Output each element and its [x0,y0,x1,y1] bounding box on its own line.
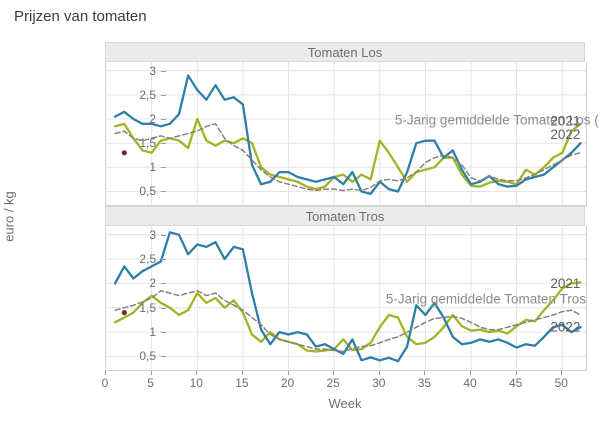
facet-strip-tomaten-los: Tomaten Los [105,42,585,62]
y-tick-mark [161,332,166,334]
page-title: Prijzen van tomaten [14,8,147,25]
y-tick-mark [161,356,166,358]
x-tick-label: 45 [508,376,523,390]
y-tick-label: 1 [149,325,156,340]
x-tick-mark [333,371,335,375]
y-tick-mark [161,167,166,169]
x-axis-title: Week [328,396,362,411]
x-tick-mark [241,371,243,375]
y-axis-ticks: 3 2,5 2 1,5 1 0,5 3 2,5 2 1,5 1 0,5 [62,0,166,439]
x-tick-label: 5 [147,376,154,390]
y-tick-mark [161,70,166,72]
x-tick-mark [150,371,152,375]
x-tick-mark [196,371,198,375]
facet-strip-tomaten-tros: Tomaten Tros [105,206,585,226]
svg-text:5-Jarig gemiddelde Tomaten Los: 5-Jarig gemiddelde Tomaten Los ( [395,113,599,128]
y-tick-label: 1,5 [139,136,156,151]
svg-text:2021: 2021 [550,276,580,291]
x-tick-label: 30 [372,376,386,390]
y-axis-title: euro / kg [1,191,17,242]
y-tick-label: 0,5 [139,349,156,364]
y-tick-mark [161,143,166,145]
x-tick-mark [515,371,517,375]
y-tick-mark [161,307,166,309]
facet-strip-label: Tomaten Tros [305,209,385,224]
plot-panel-tomaten-tros: 2021 5-Jarig gemiddelde Tomaten Tros 2022 [105,226,587,371]
y-tick-label: 2,5 [139,87,156,102]
x-tick-mark [470,371,472,375]
plot-panel-tomaten-los: 5-Jarig gemiddelde Tomaten Los (2021 2022 [105,62,599,206]
y-tick-label: 1,5 [139,300,156,315]
x-tick-label: 20 [280,376,295,390]
x-tick-label: 0 [101,376,109,390]
x-tick-label: 10 [189,376,203,390]
svg-text:2022: 2022 [550,127,580,142]
svg-text:2021: 2021 [550,113,580,128]
y-tick-mark [161,94,166,96]
x-tick-mark [378,371,380,375]
y-tick-mark [161,119,166,120]
x-tick-mark [424,371,426,375]
x-tick-label: 40 [463,376,477,390]
y-tick-label: 1 [149,160,156,175]
x-tick-label: 25 [326,376,340,390]
x-tick-mark [561,371,563,375]
y-tick-mark [161,234,166,236]
x-tick-label: 15 [235,376,249,390]
y-tick-label: 2 [149,276,156,291]
facet-strip-label: Tomaten Los [307,45,383,60]
y-tick-label: 3 [149,227,156,242]
x-tick-mark [287,371,289,375]
y-tick-mark [161,191,166,193]
x-tick-mark [105,371,106,375]
y-tick-label: 2 [149,112,156,126]
x-tick-label: 50 [554,376,568,390]
y-tick-label: 0,5 [139,184,156,199]
y-tick-label: 2,5 [139,252,156,267]
y-tick-label: 3 [149,63,156,78]
y-tick-mark [161,283,166,285]
x-tick-label: 35 [417,376,432,390]
svg-text:2022: 2022 [550,320,580,335]
y-tick-mark [161,259,166,261]
svg-text:5-Jarig gemiddelde Tomaten Tro: 5-Jarig gemiddelde Tomaten Tros [386,292,586,307]
